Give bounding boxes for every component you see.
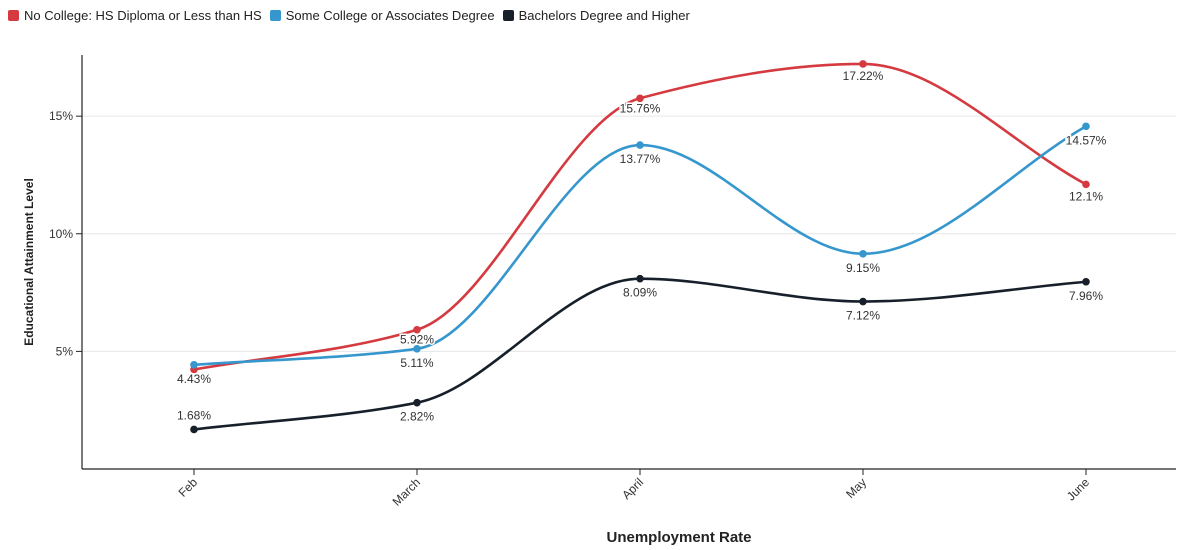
data-label: 4.43% xyxy=(177,372,211,386)
series-3 xyxy=(190,274,1090,434)
data-point xyxy=(859,297,867,306)
data-point xyxy=(1082,180,1090,189)
x-tick-label: Feb xyxy=(176,475,201,500)
data-label: 5.11% xyxy=(400,356,433,370)
data-label: 5.92% xyxy=(400,333,434,347)
data-point xyxy=(636,94,644,103)
data-point xyxy=(190,360,198,369)
x-tick-label: March xyxy=(390,475,423,508)
series-1 xyxy=(190,60,1090,374)
data-point xyxy=(1082,277,1090,286)
data-label: 17.22% xyxy=(843,69,884,83)
legend-label: No College: HS Diploma or Less than HS xyxy=(24,8,262,23)
data-label: 13.77% xyxy=(620,152,661,166)
data-point xyxy=(859,60,867,68)
x-tick-label: May xyxy=(843,475,869,501)
data-point xyxy=(859,249,867,258)
x-axis-title: Unemployment Rate xyxy=(606,529,751,546)
y-tick-label: 15% xyxy=(49,109,73,123)
data-label: 7.96% xyxy=(1069,289,1103,303)
series-2-labels: 4.43% 5.11% 13.77% 9.15% 14.57% xyxy=(175,132,1108,388)
x-tick-label: April xyxy=(619,475,646,502)
legend-item-1[interactable]: No College: HS Diploma or Less than HS xyxy=(8,8,262,23)
series-2 xyxy=(190,122,1090,369)
data-label: 2.82% xyxy=(400,410,434,424)
data-point xyxy=(190,425,198,434)
data-label: 14.57% xyxy=(1066,133,1107,147)
data-point xyxy=(636,141,644,149)
data-label: 9.15% xyxy=(846,261,880,275)
y-axis-title: Educational Attainment Level xyxy=(22,178,36,346)
data-point xyxy=(636,274,644,283)
x-tick-label: June xyxy=(1064,475,1093,504)
data-label: 8.09% xyxy=(623,286,657,300)
legend-item-3[interactable]: Bachelors Degree and Higher xyxy=(502,8,690,23)
data-label: 1.68% xyxy=(177,408,211,422)
legend-swatch xyxy=(502,10,514,21)
legend-swatch xyxy=(8,10,19,21)
series-3-labels: 1.68% 2.82% 8.09% 7.12% 7.96% xyxy=(175,284,1104,425)
data-point xyxy=(413,344,421,353)
legend-label: Bachelors Degree and Higher xyxy=(518,8,690,23)
y-tick-label: 5% xyxy=(56,344,74,358)
legend-item-2[interactable]: Some College or Associates Degree xyxy=(269,8,495,23)
legend-label: Some College or Associates Degree xyxy=(285,8,495,23)
data-point xyxy=(1082,122,1090,131)
chart-legend: No College: HS Diploma or Less than HS So… xyxy=(8,8,698,23)
data-point xyxy=(413,325,421,334)
series-line xyxy=(193,277,1087,431)
y-tick-label: 10% xyxy=(49,227,73,241)
data-label: 15.76% xyxy=(620,101,661,115)
legend-swatch xyxy=(269,10,281,21)
data-label: 12.1% xyxy=(1069,189,1103,203)
data-point xyxy=(413,398,421,407)
series-1-labels: 5.92% 15.76% 17.22% 12.1% xyxy=(398,67,1104,348)
data-label: 7.12% xyxy=(846,309,880,323)
